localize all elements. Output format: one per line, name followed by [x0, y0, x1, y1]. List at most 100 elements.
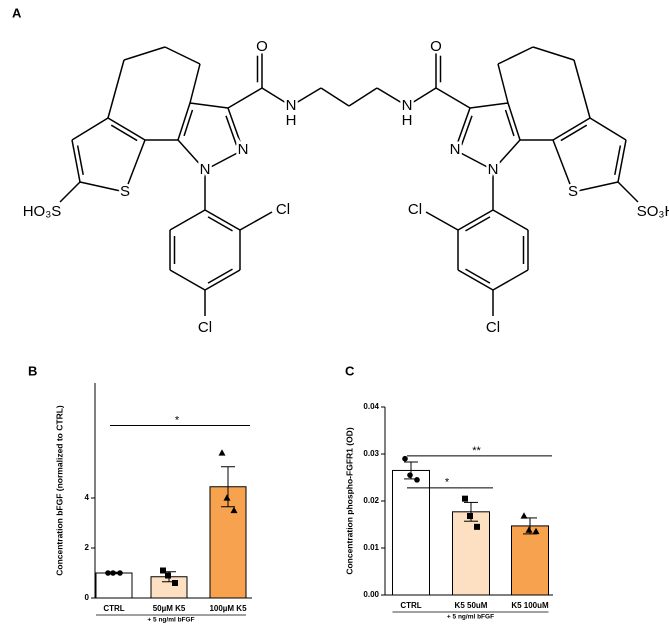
bond [164, 46, 201, 65]
bond [504, 109, 515, 137]
x-tick-label: 50µM K5 [153, 604, 186, 613]
data-point [402, 455, 408, 462]
bond [189, 63, 201, 104]
bond [552, 117, 591, 141]
bond [189, 102, 229, 109]
bond [71, 139, 81, 183]
bond [614, 145, 622, 175]
bond [617, 181, 639, 203]
atom-label: S [120, 183, 130, 200]
bond [169, 209, 206, 231]
bond [207, 216, 233, 232]
atom-label: Cl [486, 319, 500, 336]
data-point [525, 526, 533, 533]
x-tick-label: K5 50uM [455, 601, 488, 610]
bond [497, 46, 534, 65]
significance-label: * [175, 414, 180, 426]
data-point [117, 570, 123, 576]
bar [95, 572, 133, 599]
bond [59, 181, 81, 203]
bond [107, 59, 125, 119]
atom-label: N [402, 97, 413, 114]
bond [560, 124, 588, 142]
bond [79, 181, 126, 193]
atom-label: N [238, 141, 249, 158]
data-point [218, 449, 226, 456]
bond [532, 46, 575, 61]
data-point [165, 572, 171, 579]
bond [123, 46, 166, 61]
bond [406, 87, 437, 107]
bond [177, 139, 206, 171]
bond [457, 269, 494, 291]
bond [227, 107, 244, 151]
atom-label: Cl [408, 201, 422, 218]
note: + 5 ng/ml bFGF [147, 617, 194, 624]
bond [110, 124, 138, 142]
atom-label: HO₃S [23, 203, 62, 220]
atom-label: H [286, 112, 297, 129]
data-point [407, 472, 413, 478]
bond [460, 115, 473, 146]
bond [492, 139, 521, 171]
atom-label: N [286, 97, 297, 114]
bond [617, 139, 627, 183]
data-point [160, 567, 166, 574]
y-tick-label: 0.03 [363, 449, 379, 458]
bond [469, 102, 509, 109]
data-point [172, 580, 178, 586]
bond [376, 87, 408, 107]
bond [124, 139, 146, 193]
bond [227, 87, 263, 109]
bond [572, 181, 619, 193]
atom-label: O [430, 38, 442, 55]
bond [454, 107, 471, 151]
bond [207, 268, 233, 284]
bond [465, 268, 491, 284]
bond [589, 117, 627, 141]
bond [457, 209, 494, 231]
bond [492, 209, 529, 231]
y-axis-label: Concentration phospho-FGFR1 (OD) [344, 427, 354, 574]
panel-label: A [12, 5, 22, 20]
bond [290, 87, 322, 107]
bar [392, 469, 430, 596]
bond [261, 87, 292, 107]
bar [452, 511, 490, 596]
atom-label: SO₃H [637, 203, 669, 220]
bond [177, 102, 191, 141]
atom-label: Cl [198, 319, 212, 336]
bond [71, 117, 109, 141]
bond [183, 109, 194, 137]
data-point [230, 506, 238, 514]
panel-label: B [28, 363, 37, 378]
data-point [462, 495, 468, 502]
bond [204, 149, 244, 171]
x-tick-label: CTRL [103, 604, 124, 613]
data-point [474, 523, 480, 530]
atom-label: N [200, 161, 211, 178]
data-point [520, 512, 528, 519]
data-point [467, 513, 473, 520]
bond [169, 269, 206, 291]
bond [492, 269, 529, 291]
atom-label: N [450, 141, 461, 158]
significance-label: * [445, 477, 450, 489]
atom-label: Cl [276, 201, 290, 218]
y-tick-label: 0.02 [363, 496, 379, 505]
x-tick-label: 100µM K5 [209, 604, 247, 613]
bond [204, 209, 241, 231]
bond [348, 87, 378, 107]
bond [454, 149, 494, 171]
panel-label: C [345, 363, 355, 378]
bond [204, 269, 241, 291]
bond [465, 216, 491, 232]
bond [225, 115, 238, 146]
y-tick-label: 0.04 [363, 402, 379, 411]
significance-label: ** [472, 445, 481, 457]
atom-label: S [568, 183, 578, 200]
bond [573, 59, 591, 119]
y-tick-label: 0 [85, 593, 90, 602]
atom-label: O [256, 38, 268, 55]
